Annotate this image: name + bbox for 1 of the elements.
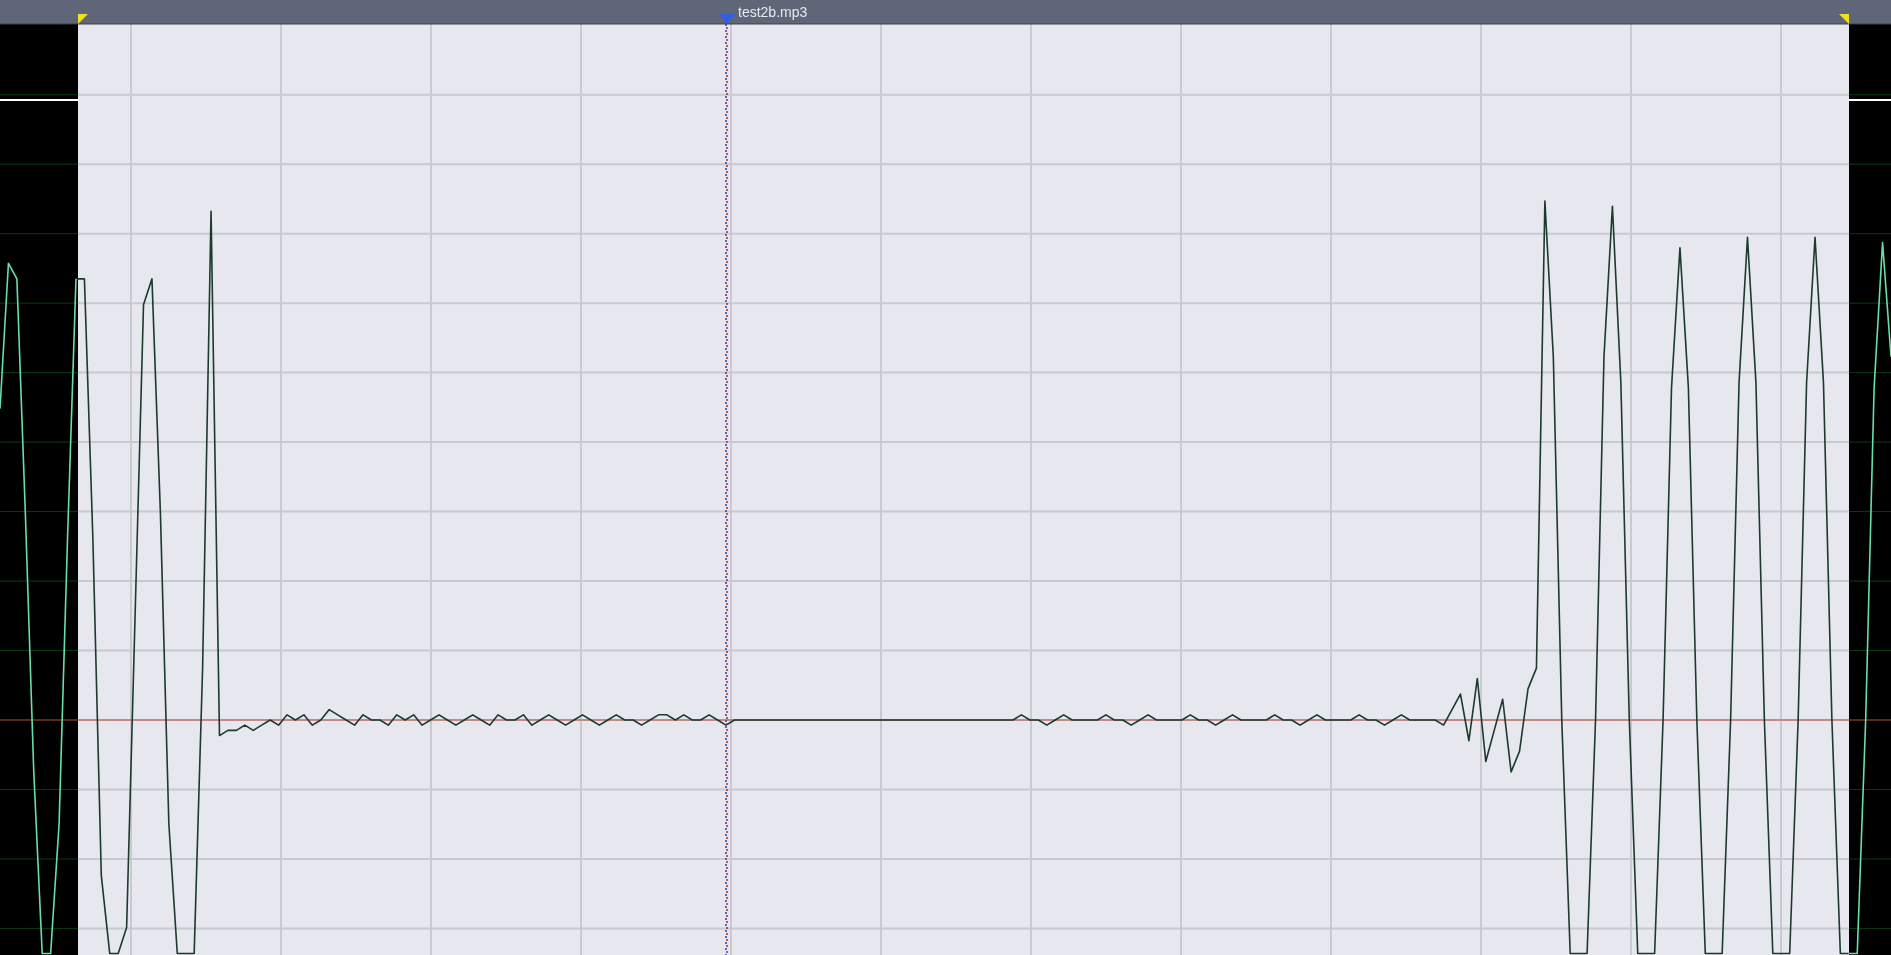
chart-title: test2b.mp3 bbox=[738, 4, 808, 20]
